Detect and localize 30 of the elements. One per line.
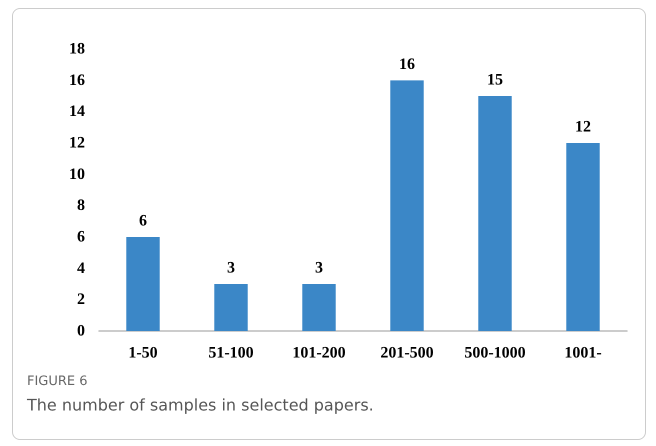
bar	[566, 143, 600, 331]
data-label: 16	[399, 56, 415, 73]
text: The number of samples in selected papers.	[26, 396, 374, 414]
x-tick-label: 1001-	[564, 344, 602, 362]
bar	[478, 96, 512, 331]
caption: FIGURE 6	[27, 374, 88, 389]
data-label: 15	[487, 72, 503, 88]
x-tick-label: 1-50	[128, 344, 158, 362]
x-tick-label: 101-200	[292, 344, 346, 362]
y-tick-label: 2	[77, 291, 85, 308]
data-label: 12	[575, 118, 591, 136]
y-tick-label: 4	[77, 260, 85, 277]
x-tick-label: 500-1000	[464, 344, 526, 362]
y-tick-label: 18	[69, 40, 85, 58]
data-label: 6	[139, 212, 147, 230]
x-tick-label: 201-500	[380, 344, 434, 362]
y-tick-label: 6	[77, 228, 85, 246]
y-tick-label: 12	[69, 134, 85, 152]
bar	[390, 80, 424, 331]
bar	[126, 237, 160, 331]
y-tick-label: 16	[69, 72, 85, 89]
data-label: 3	[227, 260, 235, 276]
y-tick-label: 0	[77, 322, 85, 340]
data-label: 3	[315, 260, 323, 276]
y-tick-label: 10	[69, 166, 85, 183]
y-tick-label: 14	[69, 103, 85, 120]
bar	[302, 284, 336, 331]
x-tick-label: 51-100	[208, 344, 254, 362]
y-tick-label: 8	[77, 197, 85, 214]
bar	[214, 284, 248, 331]
